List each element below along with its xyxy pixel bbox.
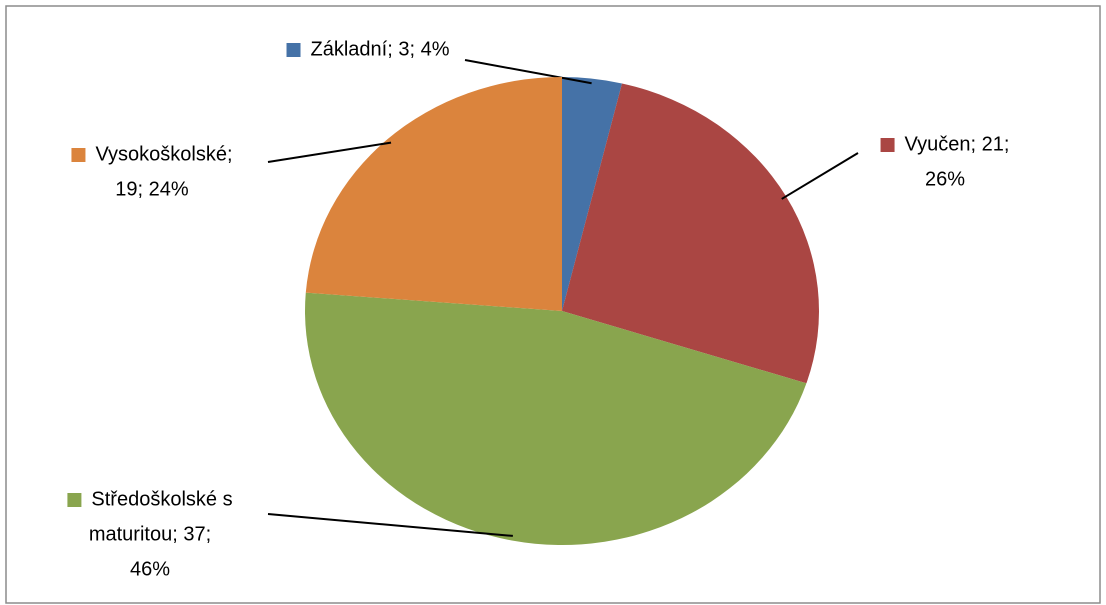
leader-line: [781, 152, 859, 200]
label-marker: [286, 43, 301, 57]
leader-line: [464, 59, 592, 85]
data-label: Vyučen; 21;: [905, 133, 1010, 155]
label-marker: [880, 138, 895, 152]
data-label: Základní; 3; 4%: [311, 38, 450, 60]
data-label: 19; 24%: [115, 178, 189, 200]
pie-slice: [305, 77, 562, 311]
label-marker: [67, 493, 82, 507]
data-label: maturitou; 37;: [89, 523, 211, 545]
pie-slice: [562, 83, 819, 384]
data-label: 46%: [130, 558, 170, 580]
leader-line: [267, 141, 392, 163]
data-label: 26%: [925, 168, 965, 190]
pie-slice: [304, 292, 807, 546]
pie-slice: [562, 77, 622, 311]
label-marker: [71, 148, 86, 162]
leader-line: [267, 513, 513, 537]
data-label: Středoškolské s: [91, 488, 232, 510]
data-label: Vysokoškolské;: [95, 143, 232, 165]
